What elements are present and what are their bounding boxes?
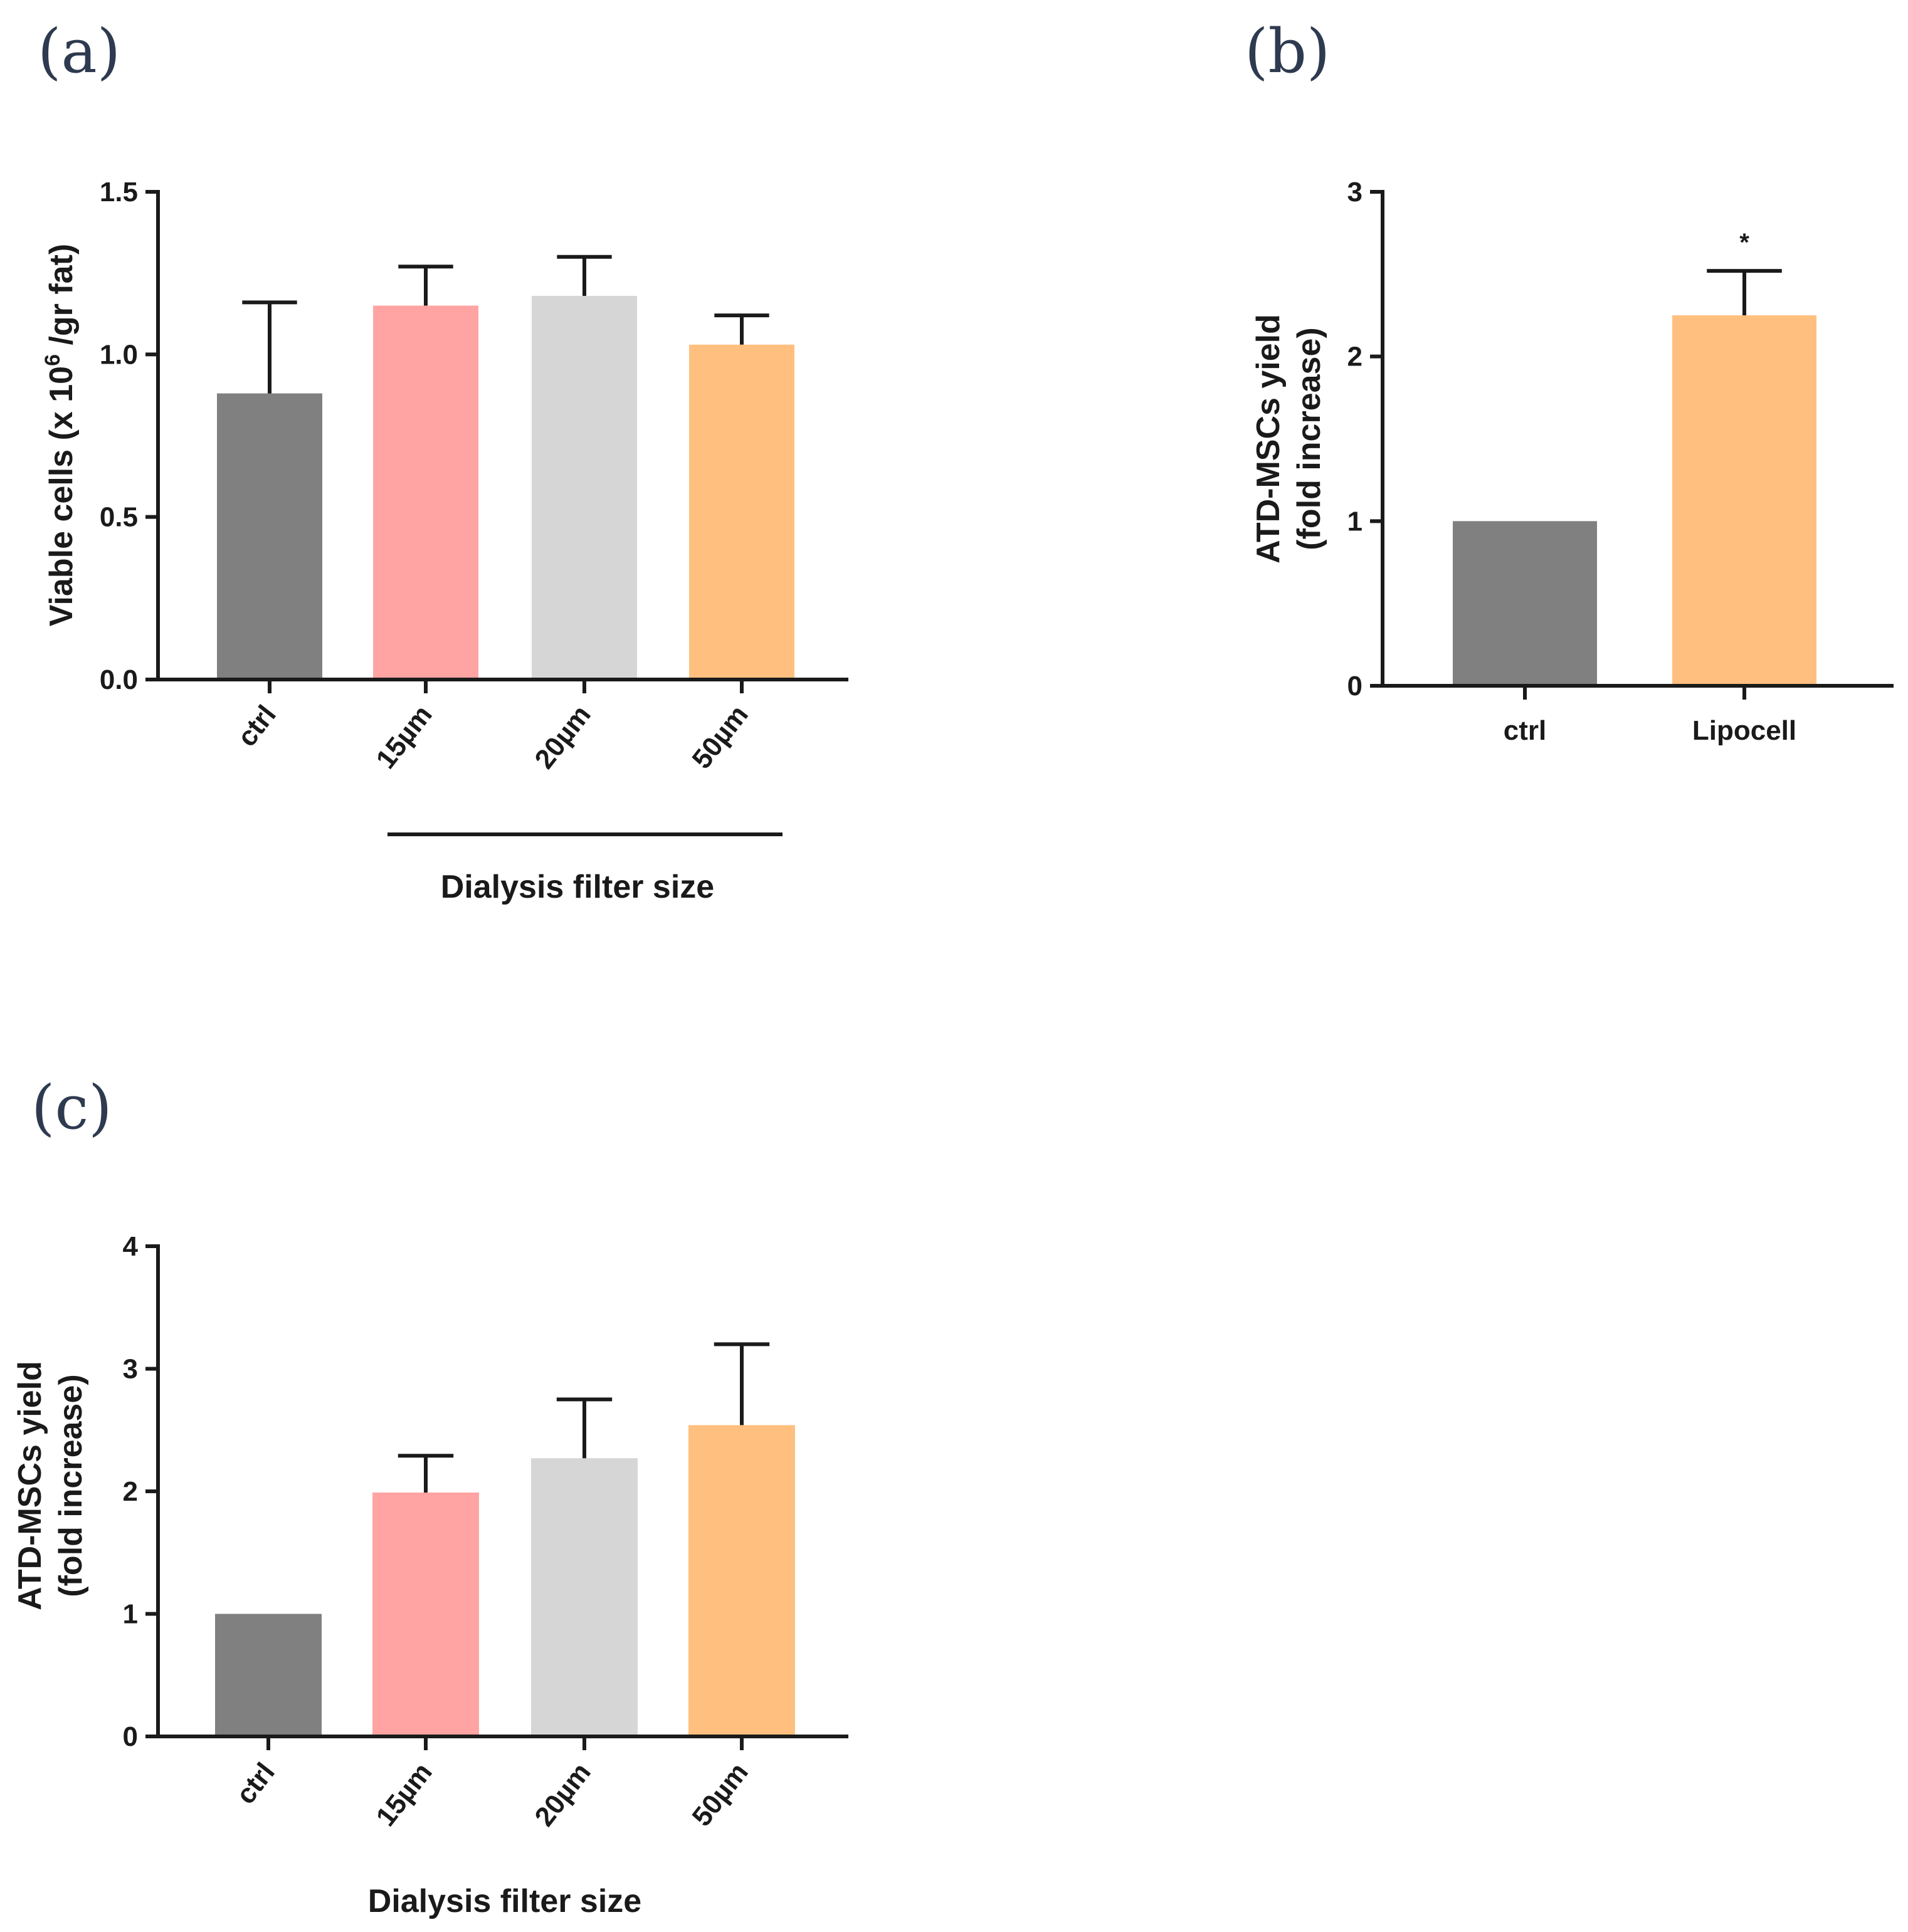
panel-b-bar-1 (1672, 315, 1816, 686)
panel-c-xlabel: Dialysis filter size (368, 1883, 641, 1919)
panel-a-bar-1 (373, 305, 478, 680)
panel-c-xtick-label-1: 15µm (370, 1757, 438, 1832)
panel-b: (b) 0 1 2 3 ctrl Lipocell ATD-MSCs yield (fo… (1245, 16, 1894, 746)
panel-b-xtick-label-0: ctrl (1504, 715, 1546, 746)
panel-c-yticks: 0 1 2 3 4 (123, 1231, 158, 1752)
panel-a: (a) 0.0 0.5 1.0 1.5 ctrl 15µm 20µm 50µm Viable… (38, 16, 848, 905)
panel-b-ytick-label-2: 2 (1347, 342, 1362, 372)
panel-a-ylabel-rest: /gr fat) (43, 244, 80, 354)
panel-b-xticks: ctrl Lipocell (1504, 686, 1796, 746)
panel-c-ylabel-line1: ATD-MSCs yield (12, 1361, 48, 1610)
panel-a-label: (a) (38, 16, 120, 87)
panel-b-ylabel-line1: ATD-MSCs yield (1250, 314, 1287, 564)
panel-c: (c) 0 1 2 3 4 ctrl 15µm 20µm 50µm ATD-MSCs yiel… (12, 1073, 848, 1919)
panel-a-bar-2 (532, 295, 637, 680)
panel-c-ytick-label-1: 1 (123, 1599, 138, 1630)
panel-b-ytick-label-3: 3 (1347, 177, 1362, 207)
panel-c-bars (215, 1342, 795, 1736)
panel-b-bars (1453, 269, 1816, 686)
panel-c-label: (c) (31, 1073, 112, 1143)
panel-a-xtick-label-0: ctrl (231, 700, 282, 752)
panel-c-ytick-label-2: 2 (123, 1476, 138, 1507)
panel-c-ylabel-line2: (fold increase) (53, 1374, 89, 1597)
panel-a-ytick-label-0: 0.0 (100, 664, 138, 695)
panel-a-xlabel: Dialysis filter size (441, 869, 714, 905)
panel-b-bar-0 (1453, 521, 1597, 686)
panel-c-ytick-label-4: 4 (123, 1231, 139, 1262)
panel-c-xtick-label-2: 20µm (529, 1757, 596, 1832)
panel-a-xtick-label-1: 15µm (370, 700, 438, 775)
panel-a-ylabel-superscript: 6 (41, 354, 65, 366)
panel-a-bar-0 (217, 393, 322, 680)
panel-b-label: (b) (1245, 16, 1330, 87)
panel-c-xtick-label-3: 50µm (686, 1757, 754, 1832)
panel-b-ytick-label-1: 1 (1347, 506, 1362, 537)
panel-c-ytick-label-0: 0 (123, 1721, 138, 1752)
panel-a-xtick-label-2: 20µm (529, 700, 596, 775)
panel-b-ytick-label-0: 0 (1347, 671, 1362, 701)
panel-b-xtick-label-1: Lipocell (1692, 715, 1796, 746)
panel-c-xticks: ctrl 15µm 20µm 50µm (230, 1736, 754, 1832)
panel-c-bar-2 (531, 1458, 638, 1736)
panel-a-ylabel-main: Viable cells (x 10 (43, 366, 80, 626)
panel-a-yticks: 0.0 0.5 1.0 1.5 (100, 177, 158, 695)
panel-a-bar-3 (689, 344, 794, 680)
panel-a-bars (217, 255, 794, 680)
panel-b-ylabel-line2: (fold increase) (1291, 327, 1327, 550)
panel-a-ylabel: Viable cells (x 106 /gr fat) (41, 244, 80, 626)
panel-c-bar-3 (688, 1425, 795, 1736)
panel-a-ytick-label-1: 0.5 (100, 502, 138, 533)
panel-c-bar-1 (372, 1492, 479, 1736)
panel-a-xticks: ctrl 15µm 20µm 50µm (231, 680, 754, 775)
panel-b-significance-marker: * (1739, 229, 1749, 256)
panel-a-ytick-label-3: 1.5 (100, 177, 138, 207)
panel-b-yticks: 0 1 2 3 (1347, 177, 1383, 701)
panel-a-xtick-label-3: 50µm (686, 700, 754, 775)
panel-c-xtick-label-0: ctrl (230, 1757, 281, 1810)
panel-c-bar-0 (215, 1614, 322, 1736)
panel-c-ytick-label-3: 3 (123, 1354, 138, 1385)
panel-a-ytick-label-2: 1.0 (100, 339, 138, 370)
